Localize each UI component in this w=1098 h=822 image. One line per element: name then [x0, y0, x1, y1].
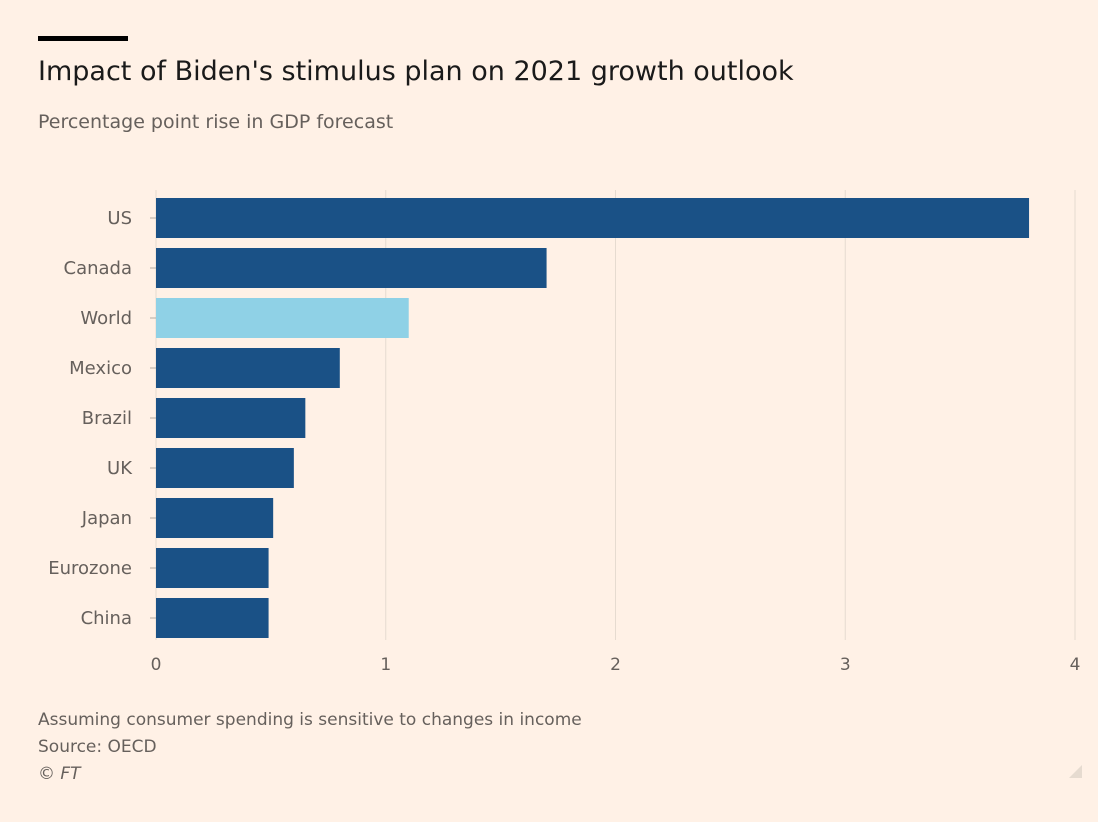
category-label: Brazil: [82, 408, 132, 429]
footnote-note: Assuming consumer spending is sensitive …: [38, 710, 582, 730]
chart-subtitle: Percentage point rise in GDP forecast: [38, 111, 394, 133]
bar: [156, 548, 269, 588]
category-label: Japan: [81, 508, 132, 529]
title-accent-bar: [38, 36, 128, 41]
x-tick-label: 1: [380, 655, 391, 675]
bar: [156, 598, 269, 638]
footnote-credit: © FT: [38, 764, 81, 784]
bar: [156, 348, 340, 388]
category-label: World: [80, 308, 132, 329]
x-tick-label: 4: [1070, 655, 1081, 675]
bar-chart: 0 1 2 3 4 US Canada World Mexico Brazil UK Japan Eur…: [48, 190, 1081, 675]
resize-corner-icon: [1069, 765, 1082, 778]
category-label: Eurozone: [48, 558, 132, 579]
category-label: China: [81, 608, 132, 629]
bar: [156, 398, 306, 438]
bar: [156, 448, 294, 488]
chart-title: Impact of Biden's stimulus plan on 2021 …: [38, 56, 794, 87]
bar: [156, 198, 1030, 238]
bar: [156, 248, 547, 288]
category-label: UK: [107, 458, 133, 479]
category-label: US: [107, 208, 132, 229]
bar: [156, 298, 409, 338]
category-label: Mexico: [69, 358, 132, 379]
footnote-source: Source: OECD: [38, 737, 157, 757]
x-tick-label: 0: [151, 655, 162, 675]
bar: [156, 498, 274, 538]
x-tick-label: 3: [840, 655, 851, 675]
category-label: Canada: [64, 258, 133, 279]
x-tick-label: 2: [610, 655, 621, 675]
